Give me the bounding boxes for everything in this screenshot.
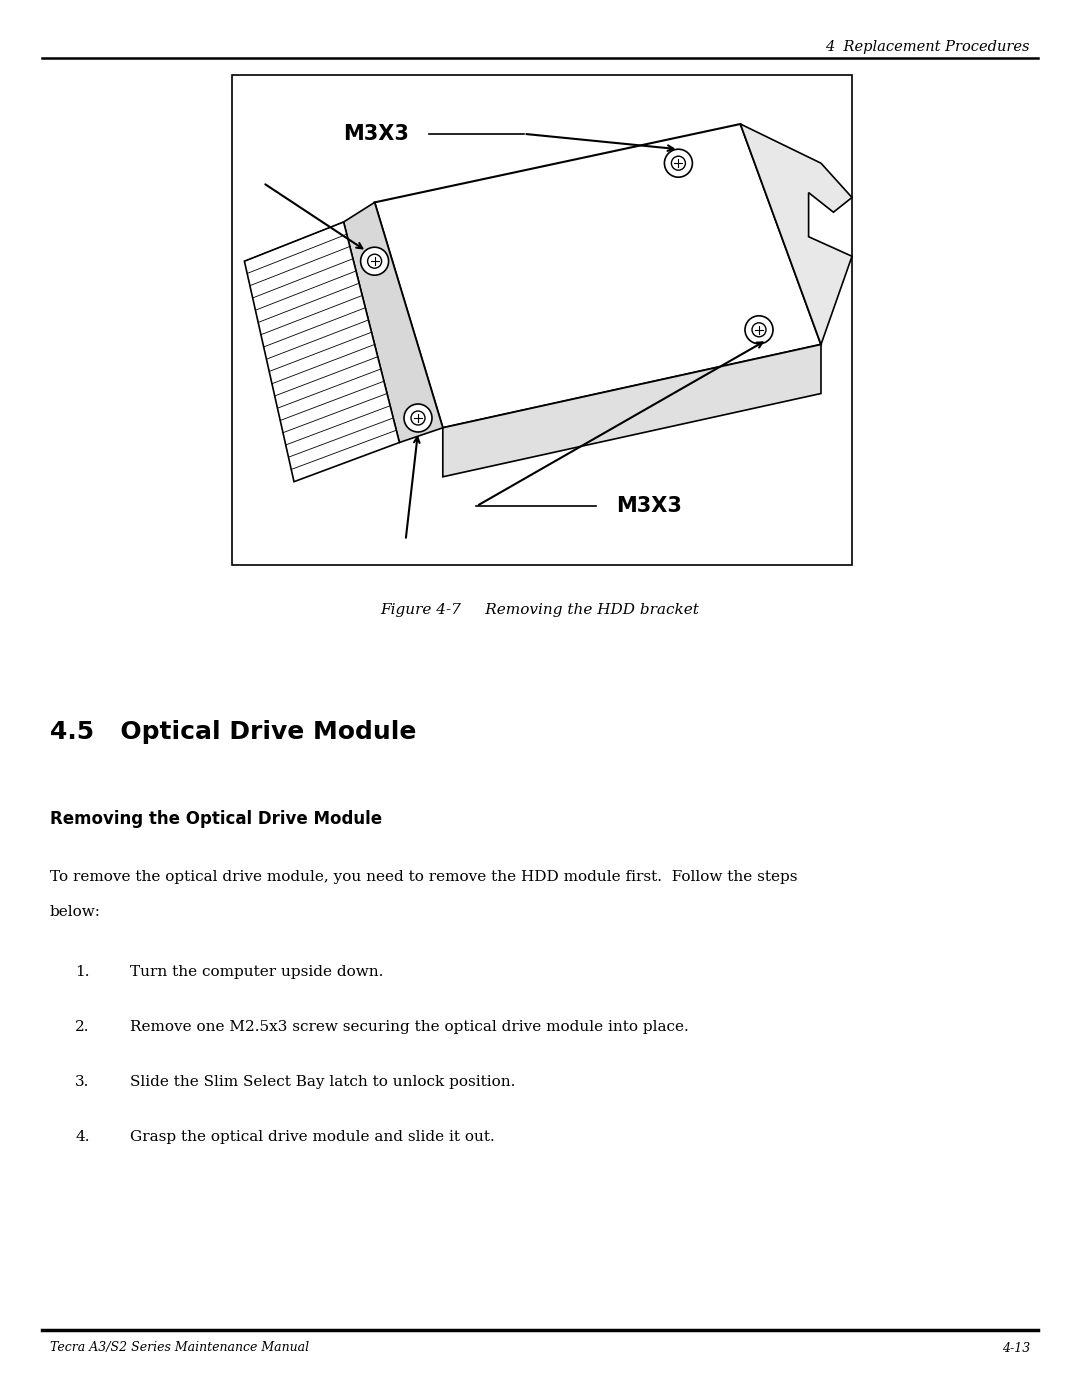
Text: Tecra A3/S2 Series Maintenance Manual: Tecra A3/S2 Series Maintenance Manual — [50, 1341, 309, 1355]
Polygon shape — [343, 203, 443, 443]
Circle shape — [404, 404, 432, 432]
Circle shape — [664, 149, 692, 177]
Text: 1.: 1. — [75, 965, 90, 979]
Bar — [232, 75, 852, 564]
Polygon shape — [244, 222, 400, 482]
Text: To remove the optical drive module, you need to remove the HDD module first.  Fo: To remove the optical drive module, you … — [50, 870, 797, 884]
Text: 4-13: 4-13 — [1002, 1341, 1030, 1355]
Text: below:: below: — [50, 905, 102, 919]
Text: 2.: 2. — [75, 1020, 90, 1034]
Polygon shape — [443, 345, 821, 476]
Text: M3X3: M3X3 — [617, 496, 683, 517]
Circle shape — [672, 156, 686, 170]
Circle shape — [411, 411, 426, 425]
Text: M3X3: M3X3 — [343, 124, 409, 144]
Text: 4.: 4. — [75, 1130, 90, 1144]
Text: Turn the computer upside down.: Turn the computer upside down. — [130, 965, 383, 979]
Text: Slide the Slim Select Bay latch to unlock position.: Slide the Slim Select Bay latch to unloc… — [130, 1076, 515, 1090]
Circle shape — [752, 323, 766, 337]
Text: Remove one M2.5x3 screw securing the optical drive module into place.: Remove one M2.5x3 screw securing the opt… — [130, 1020, 689, 1034]
Text: Figure 4-7     Removing the HDD bracket: Figure 4-7 Removing the HDD bracket — [380, 604, 700, 617]
Circle shape — [361, 247, 389, 275]
Polygon shape — [375, 124, 821, 427]
Circle shape — [745, 316, 773, 344]
Text: 4  Replacement Procedures: 4 Replacement Procedures — [825, 41, 1030, 54]
Text: 3.: 3. — [75, 1076, 90, 1090]
Circle shape — [367, 254, 381, 268]
Text: 4.5   Optical Drive Module: 4.5 Optical Drive Module — [50, 719, 417, 745]
Text: Removing the Optical Drive Module: Removing the Optical Drive Module — [50, 810, 382, 828]
Polygon shape — [741, 124, 852, 345]
Text: Grasp the optical drive module and slide it out.: Grasp the optical drive module and slide… — [130, 1130, 495, 1144]
